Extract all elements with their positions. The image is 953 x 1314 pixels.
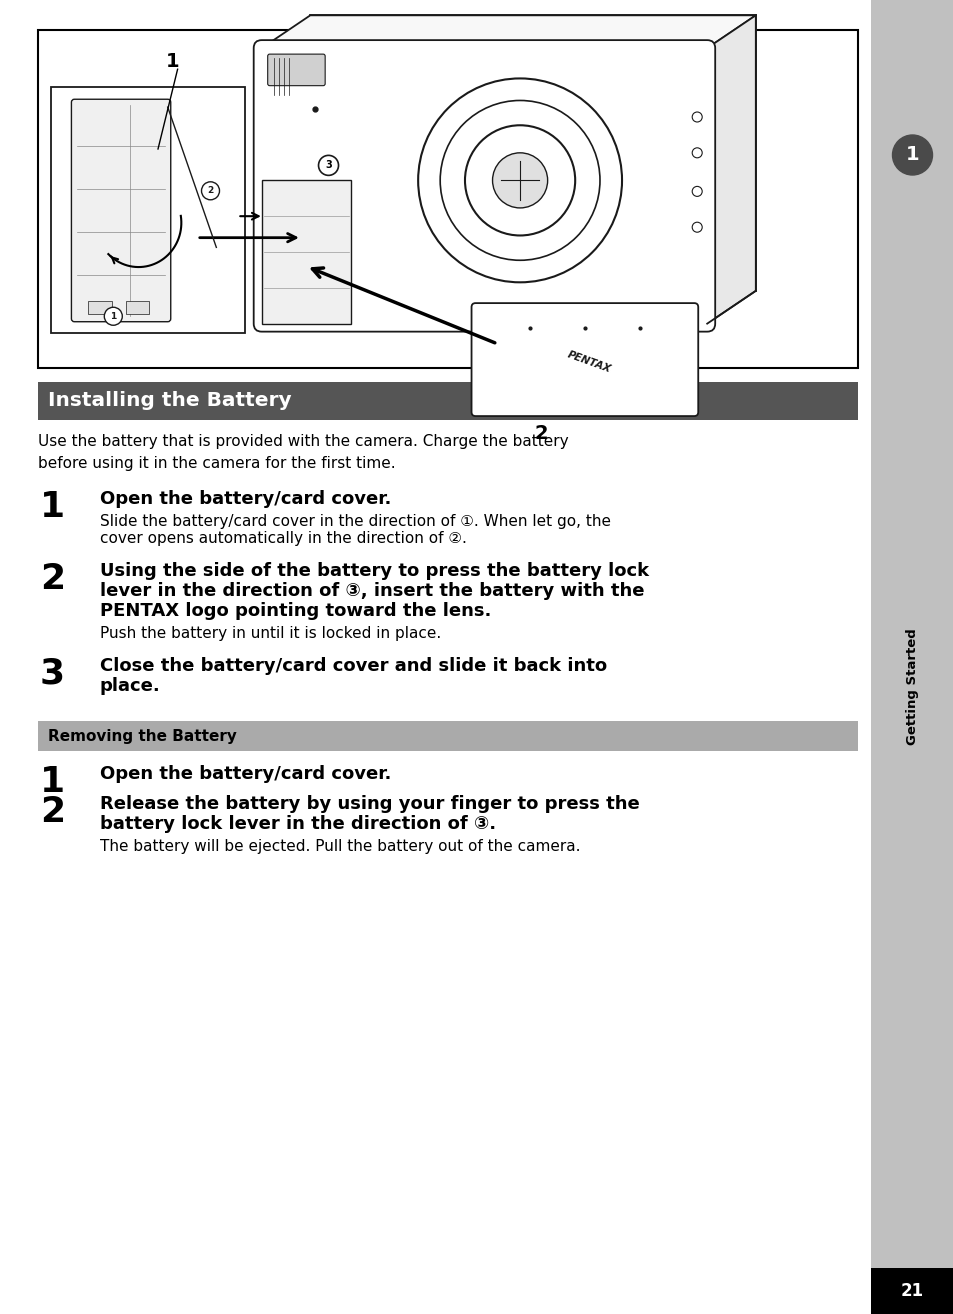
- Bar: [38, 30, 857, 368]
- Text: cover opens automatically in the direction of ②.: cover opens automatically in the directi…: [100, 531, 466, 547]
- Bar: [51, 88, 245, 334]
- FancyBboxPatch shape: [471, 304, 698, 417]
- Bar: [89, 301, 112, 314]
- Bar: [870, 0, 953, 1314]
- Text: 1: 1: [40, 765, 65, 799]
- Text: Open the battery/card cover.: Open the battery/card cover.: [100, 490, 391, 509]
- Text: Push the battery in until it is locked in place.: Push the battery in until it is locked i…: [100, 625, 441, 641]
- Text: Close the battery/card cover and slide it back into: Close the battery/card cover and slide i…: [100, 657, 606, 675]
- Bar: [126, 301, 149, 314]
- Polygon shape: [261, 16, 755, 49]
- Circle shape: [104, 307, 122, 326]
- Circle shape: [492, 152, 547, 208]
- Text: 1: 1: [904, 146, 919, 164]
- FancyBboxPatch shape: [268, 54, 325, 85]
- Text: battery lock lever in the direction of ③.: battery lock lever in the direction of ③…: [100, 815, 496, 833]
- Text: 21: 21: [900, 1282, 923, 1300]
- Text: 1: 1: [166, 51, 179, 71]
- Text: Release the battery by using your finger to press the: Release the battery by using your finger…: [100, 795, 639, 813]
- Text: place.: place.: [100, 677, 161, 695]
- Text: Slide the battery/card cover in the direction of ①. When let go, the: Slide the battery/card cover in the dire…: [100, 514, 610, 530]
- Text: The battery will be ejected. Pull the battery out of the camera.: The battery will be ejected. Pull the ba…: [100, 840, 579, 854]
- Text: PENTAX: PENTAX: [565, 350, 612, 374]
- Text: 2: 2: [534, 424, 547, 443]
- Text: 2: 2: [40, 562, 65, 597]
- Bar: [261, 180, 351, 323]
- FancyBboxPatch shape: [253, 41, 715, 331]
- Polygon shape: [261, 49, 706, 323]
- Text: Open the battery/card cover.: Open the battery/card cover.: [100, 765, 391, 783]
- Text: 3: 3: [325, 160, 332, 171]
- Text: 1: 1: [110, 311, 116, 321]
- Text: 2: 2: [207, 187, 213, 196]
- Text: Removing the Battery: Removing the Battery: [48, 728, 236, 744]
- Bar: [38, 721, 857, 752]
- Text: Using the side of the battery to press the battery lock: Using the side of the battery to press t…: [100, 562, 648, 579]
- Text: before using it in the camera for the first time.: before using it in the camera for the fi…: [38, 456, 395, 470]
- Text: Getting Started: Getting Started: [905, 628, 918, 745]
- FancyBboxPatch shape: [71, 100, 171, 322]
- Text: 2: 2: [40, 795, 65, 829]
- Text: PENTAX logo pointing toward the lens.: PENTAX logo pointing toward the lens.: [100, 602, 491, 620]
- Bar: [870, 1268, 953, 1314]
- Text: lever in the direction of ③, insert the battery with the: lever in the direction of ③, insert the …: [100, 582, 644, 600]
- Circle shape: [201, 181, 219, 200]
- Text: 1: 1: [40, 490, 65, 524]
- Circle shape: [318, 155, 338, 175]
- Text: Installing the Battery: Installing the Battery: [48, 392, 292, 410]
- Circle shape: [892, 135, 931, 175]
- Polygon shape: [706, 16, 755, 323]
- Bar: [38, 382, 857, 420]
- Text: 3: 3: [40, 657, 65, 691]
- Text: Use the battery that is provided with the camera. Charge the battery: Use the battery that is provided with th…: [38, 434, 568, 449]
